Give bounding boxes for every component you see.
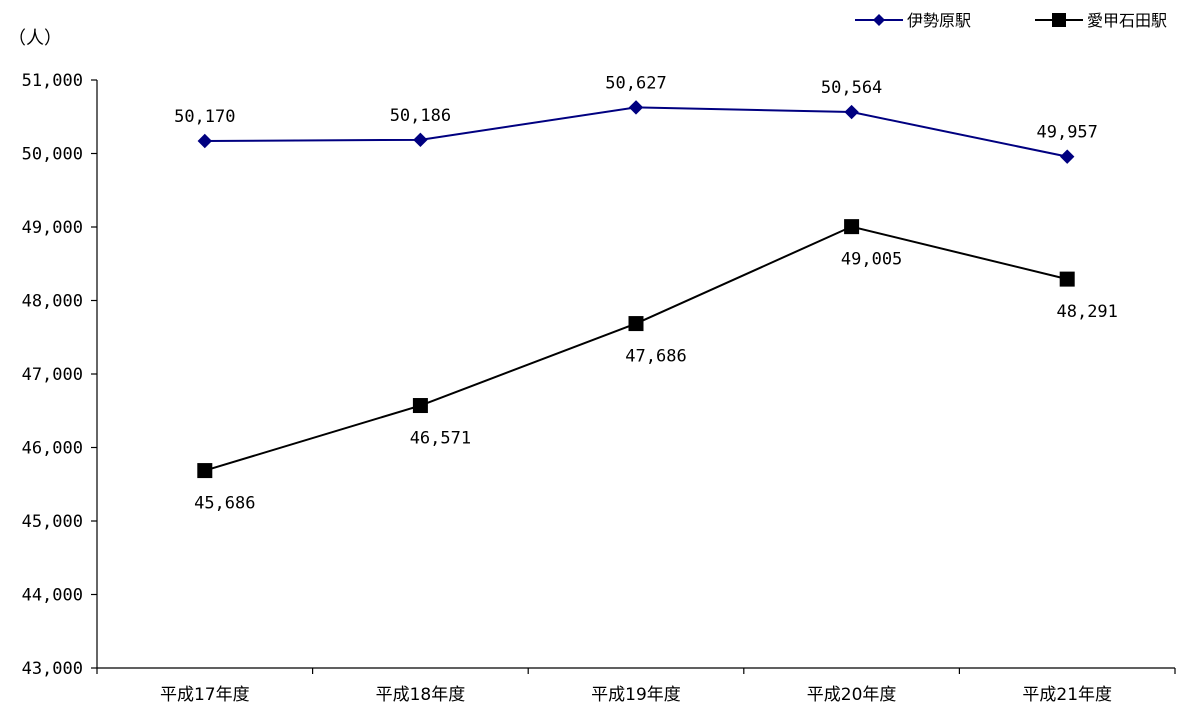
legend-label: 愛甲石田駅 — [1087, 11, 1167, 30]
y-tick-label: 48,000 — [22, 292, 83, 312]
data-label: 49,957 — [1036, 123, 1097, 143]
data-label: 46,571 — [410, 429, 471, 449]
y-tick-label: 44,000 — [22, 586, 83, 606]
data-label: 47,686 — [625, 347, 686, 367]
legend-item-2: 愛甲石田駅 — [1035, 11, 1167, 30]
legend: 伊勢原駅 愛甲石田駅 — [855, 11, 1167, 30]
data-point-diamond — [628, 100, 644, 115]
data-point-square — [197, 463, 213, 479]
data-label: 50,564 — [821, 78, 882, 98]
x-category-label: 平成19年度 — [591, 685, 681, 705]
legend-marker-square — [1052, 13, 1066, 27]
axes: 43,000 44,000 45,000 46,000 47,000 48,000 49,0… — [22, 71, 1176, 705]
data-point-square — [412, 398, 428, 414]
y-tick-label: 43,000 — [22, 659, 83, 679]
data-label: 50,627 — [605, 73, 666, 93]
data-labels: 50,170 50,186 50,627 50,564 49,957 45,686 46,5… — [174, 73, 1118, 513]
x-category-label: 平成18年度 — [376, 685, 466, 705]
data-label: 45,686 — [194, 494, 255, 514]
data-label: 49,005 — [841, 250, 902, 270]
y-tick-label: 50,000 — [22, 145, 83, 165]
data-point-diamond — [1059, 149, 1075, 164]
y-tick-label: 51,000 — [22, 71, 83, 91]
legend-marker-diamond — [873, 14, 885, 26]
y-tick-label: 47,000 — [22, 365, 83, 385]
y-tick-label: 49,000 — [22, 218, 83, 238]
y-unit-label: （人） — [8, 28, 62, 49]
data-label: 50,170 — [174, 107, 235, 127]
x-category-label: 平成21年度 — [1022, 685, 1112, 705]
series-layer — [197, 100, 1075, 479]
data-point-diamond — [197, 133, 213, 149]
x-category-label: 平成20年度 — [807, 685, 897, 705]
series-1 — [197, 100, 1075, 164]
legend-label: 伊勢原駅 — [907, 11, 971, 30]
data-point-diamond — [413, 132, 428, 148]
data-point-square — [1059, 271, 1075, 287]
data-label: 50,186 — [390, 106, 451, 126]
y-tick-label: 46,000 — [22, 439, 83, 459]
x-category-label: 平成17年度 — [160, 685, 250, 705]
data-point-square — [628, 316, 644, 332]
data-point-diamond — [844, 104, 859, 120]
legend-item-1: 伊勢原駅 — [855, 11, 971, 30]
series-2 — [197, 219, 1075, 479]
y-tick-label: 45,000 — [22, 512, 83, 532]
series-line — [204, 106, 1068, 158]
data-label: 48,291 — [1056, 302, 1117, 322]
data-point-square — [844, 219, 860, 235]
